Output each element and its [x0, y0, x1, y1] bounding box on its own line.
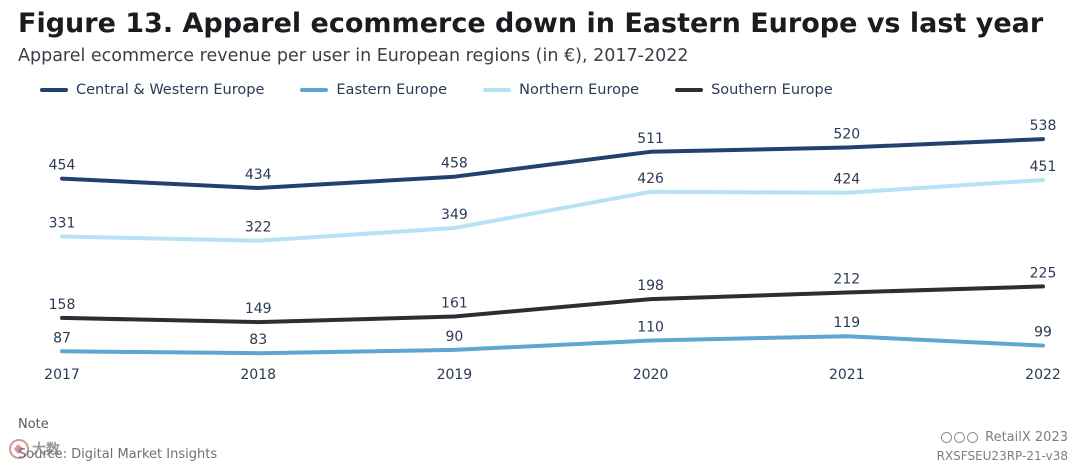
watermark-icon: 大数: [9, 439, 61, 459]
source-label: Source: Digital Market Insights: [18, 447, 218, 462]
reference-code: RXSFSEU23RP-21-v38: [936, 449, 1068, 463]
x-tick-label: 2020: [633, 367, 669, 383]
chart-legend: Central & Western Europe Eastern Europe No…: [40, 80, 869, 100]
data-label: 451: [1030, 159, 1057, 175]
data-label: 424: [833, 172, 860, 188]
data-label: 110: [637, 319, 664, 335]
legend-label: Southern Europe: [711, 82, 833, 98]
x-tick-label: 2017: [44, 367, 80, 383]
x-tick-label: 2021: [829, 367, 865, 383]
data-label: 225: [1030, 265, 1057, 281]
x-tick-label: 2018: [240, 367, 276, 383]
legend-item-eastern-europe: Eastern Europe: [300, 82, 447, 98]
data-label: 454: [49, 158, 76, 174]
legend-swatch: [483, 88, 512, 92]
chart-subtitle: Apparel ecommerce revenue per user in Eu…: [18, 46, 689, 66]
legend-label: Eastern Europe: [336, 82, 448, 98]
legend-item-northern-europe: Northern Europe: [483, 82, 639, 98]
data-label: 198: [637, 278, 664, 294]
credit-text: RetailX 2023: [985, 430, 1068, 445]
data-label: 90: [445, 329, 463, 345]
credit-line: RetailX 2023: [941, 430, 1068, 445]
data-label: 520: [833, 127, 860, 143]
series-line-central-and-western-europe: [60, 137, 1045, 190]
legend-label: Central & Western Europe: [76, 82, 265, 98]
data-label: 149: [245, 301, 272, 317]
watermark-logo: 大数: [8, 436, 68, 462]
x-tick-label: 2019: [437, 367, 473, 383]
legend-swatch: [300, 88, 329, 92]
legend-label: Northern Europe: [519, 82, 640, 98]
data-label: 322: [245, 220, 272, 236]
series-line-northern-europe: [60, 178, 1045, 243]
legend-swatch: [40, 88, 68, 92]
line-chart: 454 434 458 511 520 538 87 83 90 110 119 99 331 322 34…: [44, 118, 1061, 383]
legend-item-central-and-western-europe: Central & Western Europe: [40, 82, 264, 98]
chart-title: Figure 13. Apparel ecommerce down in Eas…: [18, 8, 1044, 39]
x-tick-label: 2022: [1025, 367, 1061, 383]
data-label: 161: [441, 295, 468, 311]
data-label: 426: [637, 171, 664, 187]
data-label: 212: [833, 271, 860, 287]
data-label: 99: [1034, 325, 1052, 341]
data-label: 331: [49, 215, 76, 231]
series-line-eastern-europe: [60, 334, 1045, 356]
svg-text:大数: 大数: [32, 441, 61, 458]
legend-item-southern-europe: Southern Europe: [675, 82, 833, 98]
legend-swatch: [675, 88, 704, 92]
data-label: 434: [245, 167, 272, 183]
data-label: 83: [249, 332, 267, 348]
note-label: Note: [18, 417, 49, 432]
data-label: 119: [833, 315, 860, 331]
data-label: 87: [53, 330, 71, 346]
data-label: 458: [441, 156, 468, 172]
data-label: 538: [1030, 118, 1057, 134]
data-label: 158: [49, 297, 76, 313]
data-label: 349: [441, 207, 468, 223]
data-label: 511: [637, 131, 664, 147]
creative-commons-icon: [941, 432, 980, 443]
series-line-southern-europe: [60, 284, 1045, 325]
